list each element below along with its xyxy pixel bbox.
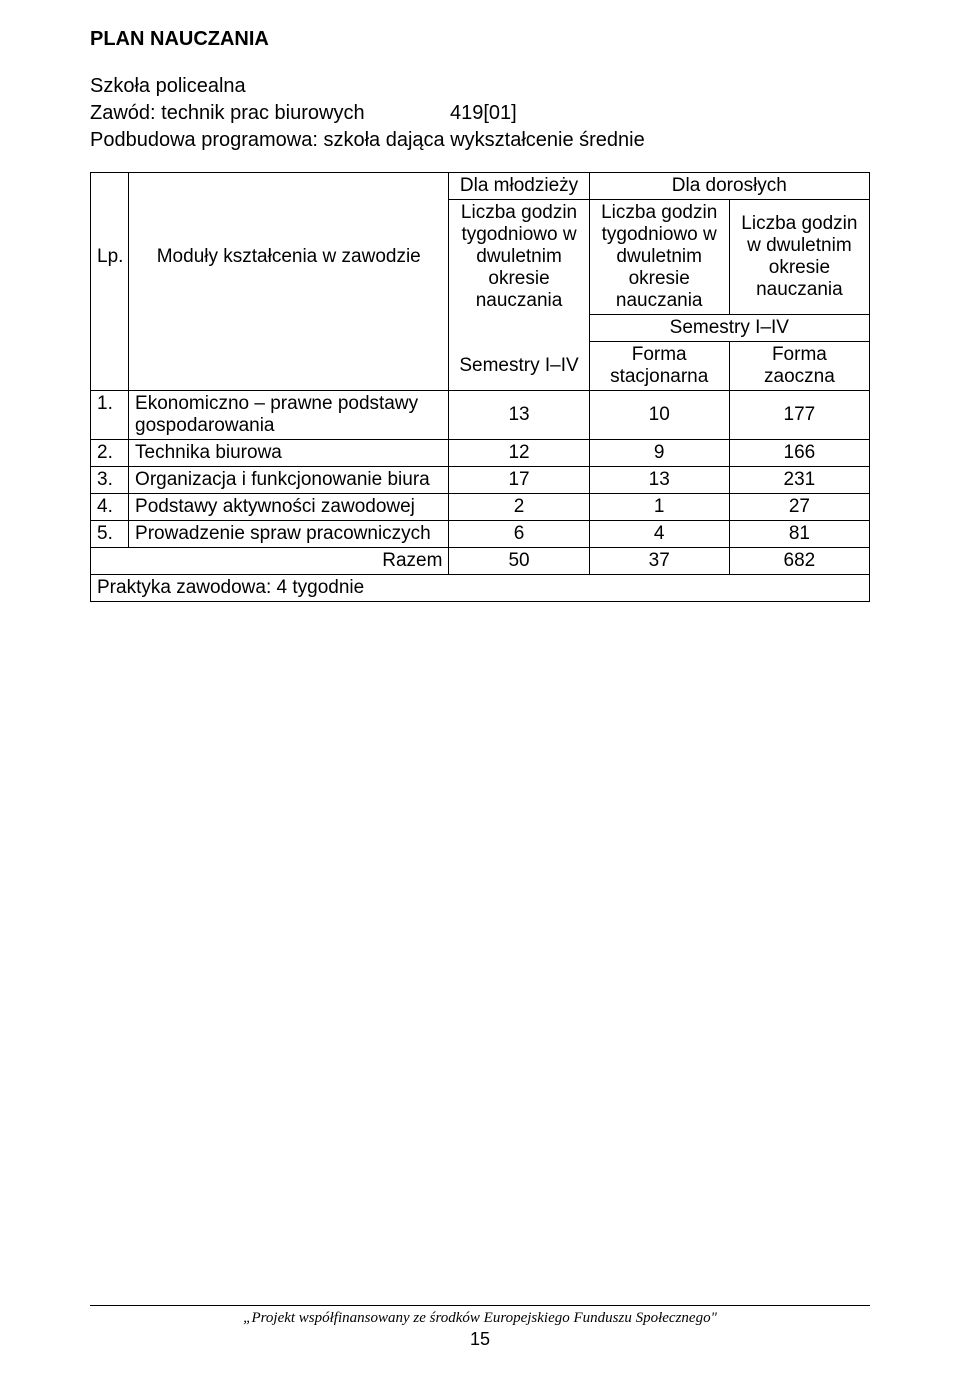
- cell-razem-b: 37: [589, 548, 729, 575]
- cell-name: Organizacja i funkcjonowanie biura: [129, 467, 449, 494]
- cell-c: 81: [729, 521, 869, 548]
- cell-n: 1.: [91, 391, 129, 440]
- cell-name: Technika biurowa: [129, 440, 449, 467]
- th-lp-blank: [91, 173, 129, 200]
- cell-n: 5.: [91, 521, 129, 548]
- cell-c: 177: [729, 391, 869, 440]
- cell-n: 4.: [91, 494, 129, 521]
- th-moduly: Moduły kształcenia w zawodzie: [129, 200, 449, 315]
- cell-a: 2: [449, 494, 589, 521]
- intro-block: Szkoła policealna Zawód: technik prac bi…: [90, 73, 870, 154]
- th-dla-mlodziezy: Dla młodzieży: [449, 173, 589, 200]
- page-footer: „Projekt współfinansowany ze środków Eur…: [90, 1305, 870, 1350]
- intro-line-school: Szkoła policealna: [90, 73, 870, 100]
- cell-n: 2.: [91, 440, 129, 467]
- plan-table: Dla młodzieży Dla dorosłych Lp. Moduły k…: [90, 172, 870, 602]
- cell-a: 12: [449, 440, 589, 467]
- cell-c: 231: [729, 467, 869, 494]
- intro-zawod-code: 419[01]: [450, 100, 517, 127]
- th-forma-zaoczna: Forma zaoczna: [729, 342, 869, 391]
- table-row: 5. Prowadzenie spraw pracowniczych 6 4 8…: [91, 521, 870, 548]
- table-row-praktyka: Praktyka zawodowa: 4 tygodnie: [91, 575, 870, 602]
- cell-b: 4: [589, 521, 729, 548]
- cell-n: 3.: [91, 467, 129, 494]
- footer-text: „Projekt współfinansowany ze środków Eur…: [90, 1310, 870, 1327]
- page-title: PLAN NAUCZANIA: [90, 28, 870, 51]
- th-forma-stacjonarna: Forma stacjonarna: [589, 342, 729, 391]
- th-semestry-left: Semestry I–IV: [449, 342, 589, 391]
- th-semestry-right: Semestry I–IV: [589, 315, 869, 342]
- cell-a: 13: [449, 391, 589, 440]
- cell-a: 6: [449, 521, 589, 548]
- cell-c: 27: [729, 494, 869, 521]
- cell-a: 17: [449, 467, 589, 494]
- cell-razem-label: Razem: [91, 548, 449, 575]
- cell-razem-a: 50: [449, 548, 589, 575]
- th-lp-end: [91, 342, 129, 391]
- footer-rule: [90, 1305, 870, 1306]
- intro-zawod-label: Zawód: technik prac biurowych: [90, 100, 450, 127]
- th-mod-end: [129, 342, 449, 391]
- cell-b: 13: [589, 467, 729, 494]
- cell-razem-c: 682: [729, 548, 869, 575]
- intro-podbudowa: Podbudowa programowa: szkoła dająca wyks…: [90, 127, 870, 154]
- cell-c: 166: [729, 440, 869, 467]
- cell-b: 9: [589, 440, 729, 467]
- cell-b: 1: [589, 494, 729, 521]
- th-lp-cont: [91, 315, 129, 342]
- table-row: 4. Podstawy aktywności zawodowej 2 1 27: [91, 494, 870, 521]
- table-row: 1. Ekonomiczno – prawne podstawy gospoda…: [91, 391, 870, 440]
- th-liczba3: Liczba godzin w dwuletnim okresie naucza…: [729, 200, 869, 315]
- th-dla-doroslych: Dla dorosłych: [589, 173, 869, 200]
- cell-name: Ekonomiczno – prawne podstawy gospodarow…: [129, 391, 449, 440]
- table-row: 3. Organizacja i funkcjonowanie biura 17…: [91, 467, 870, 494]
- table-row-total: Razem 50 37 682: [91, 548, 870, 575]
- th-liczba2: Liczba godzin tygodniowo w dwuletnim okr…: [589, 200, 729, 315]
- table-row: 2. Technika biurowa 12 9 166: [91, 440, 870, 467]
- th-mod-blank: [129, 173, 449, 200]
- cell-name: Prowadzenie spraw pracowniczych: [129, 521, 449, 548]
- cell-b: 10: [589, 391, 729, 440]
- th-mod-cont: [129, 315, 449, 342]
- footer-page-number: 15: [90, 1329, 870, 1350]
- th-lp: Lp.: [91, 200, 129, 315]
- cell-name: Podstawy aktywności zawodowej: [129, 494, 449, 521]
- th-liczba1: Liczba godzin tygodniowo w dwuletnim okr…: [449, 200, 589, 315]
- th-semestry-left-blank: [449, 315, 589, 342]
- cell-praktyka: Praktyka zawodowa: 4 tygodnie: [91, 575, 870, 602]
